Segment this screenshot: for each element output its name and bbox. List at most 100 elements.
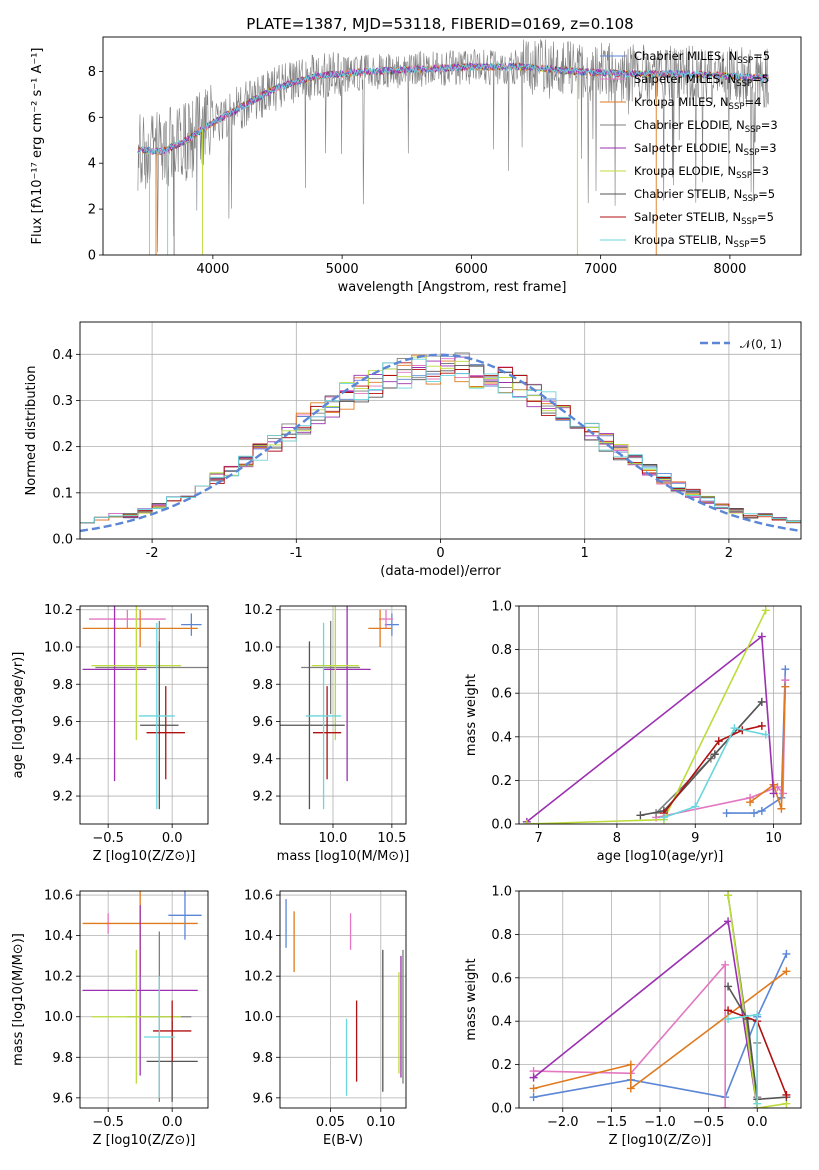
legend-label: Chabrier MILES, NSSP=5 [634,49,770,66]
series-marker [757,697,766,706]
weight_vs_Z-ytick-label: 0.0 [491,1102,512,1117]
residual-histograms [80,352,801,533]
series-marker [710,750,719,759]
series-salpeter-miles [533,962,726,1108]
residuals-ytick-label: 0.2 [52,440,73,455]
legend-label: Salpeter MILES, NSSP=5 [634,72,769,89]
spectrum-xtick-label: 7000 [584,262,617,277]
series-marker [714,737,723,746]
residuals-ylabel: Normed distribution [24,366,39,496]
series-marker [636,811,645,820]
mass_vs_Z-ytick-label: 9.6 [52,1091,73,1106]
spectrum-ytick-label: 0 [88,249,96,264]
series-marker [753,1099,762,1108]
weight_vs_Z-xlabel: Z [log10(Z/Z⊙)] [609,1133,712,1148]
age_vs_mass-xtick-label: 10.0 [319,831,348,846]
legend-label: Chabrier STELIB, NSSP=5 [634,187,775,204]
weight_vs_age-xlabel: age [log10(age/yr)] [597,849,724,864]
weight_vs_age-ytick-label: 0.2 [491,774,512,789]
mass_vs_ebv-ytick-label: 10.0 [244,1010,273,1025]
weight_vs_age-xtick-label: 9 [691,831,699,846]
legend-label: Kroupa STELIB, NSSP=5 [634,233,766,250]
series-marker [724,1006,733,1015]
age_vs_Z-axes: −0.5 0.0 9.2 9.4 9.6 9.8 10.0 10.2 Z [log10(Z/Z⊙… [11,603,209,864]
series-marker [691,802,700,811]
mass_vs_Z-xtick-label: −0.5 [92,1115,124,1130]
weight_vs_Z-xtick-label: 0.0 [747,1115,768,1130]
weight_vs_Z-xtick-label: −2.0 [547,1115,579,1130]
weight_vs_age-axes: 7 8 9 10 0.0 0.2 0.4 0.6 0.8 1.0 age [log10(age/yr… [464,600,802,864]
weight_vs_age-xtick-label: 10 [765,831,782,846]
age_vs_mass-frame [279,605,407,825]
weight_vs_age-ytick-label: 1.0 [491,600,512,615]
series-kroupa-elodie [727,895,787,1108]
mass_vs_Z-ytick-label: 10.6 [44,889,73,904]
spectrum-lines [137,39,769,255]
age_vs_Z-ytick-label: 10.2 [44,603,73,618]
series-kroupa-miles [533,970,787,1091]
legend-label: Salpeter STELIB, NSSP=5 [634,210,774,227]
mass_vs_Z-xlabel: Z [log10(Z/Z⊙)] [93,1133,196,1148]
series-salpeter-stelib [663,725,762,814]
legend-label: Kroupa MILES, NSSP=4 [634,95,761,112]
weight_vs_age-series [522,606,790,824]
spectrum-ylabel: Flux [fλ10⁻¹⁷ erg cm⁻² s⁻¹ A⁻¹] [30,48,45,245]
age_vs_Z-xtick-label: −0.5 [92,831,124,846]
gaussian-curve [80,353,799,533]
mass_vs_Z-ylabel: mass [log10(M/M⊙)] [11,933,26,1066]
mass_vs_ebv-ytick-label: 9.8 [252,1051,273,1066]
series-marker [781,665,790,674]
series-marker [777,804,786,813]
mass_vs_ebv-axes: 0.05 0.10 9.6 9.8 10.0 10.2 10.4 10.6 E(B-V) [244,889,407,1148]
mass_vs_ebv-ytick-label: 10.4 [244,929,273,944]
weight_vs_age-frame [518,605,802,825]
series-chabrier-stelib [727,986,787,1101]
weight_vs_Z-xtick-label: −1.5 [596,1115,628,1130]
legend-label: Salpeter ELODIE, NSSP=3 [634,141,777,158]
spectrum-ytick-label: 6 [88,111,96,126]
spectrum-kroupa-stelib [137,62,769,156]
age_vs_mass-ytick-label: 9.6 [252,715,273,730]
series-marker [757,632,766,641]
weight_vs_Z-xtick-label: −1.0 [644,1115,676,1130]
residuals-xtick-label: 0 [436,546,444,561]
series-marker [724,982,733,991]
age_vs_Z-ytick-label: 10.0 [44,640,73,655]
series-marker [724,917,733,926]
spectrum-xtick-label: 5000 [326,262,359,277]
spectrum-frame [102,36,802,256]
residuals-axes: -2 -1 0 1 2 0.0 0.1 0.2 0.3 0.4 (data-model)/error… [24,321,802,579]
age_vs_mass-ytick-label: 10.0 [244,640,273,655]
series-kroupa-stelib [663,727,766,819]
series-marker [753,1010,762,1019]
age_vs_Z-ytick-label: 9.2 [52,790,73,805]
age_vs_mass-ytick-label: 9.2 [252,790,273,805]
residuals-xtick-label: -1 [290,546,303,561]
series-marker [781,682,790,691]
mass_vs_ebv-xtick-label: 0.10 [366,1115,395,1130]
series-marker [722,809,731,818]
series-marker [746,798,755,807]
series-marker [769,789,778,798]
figure-title: PLATE=1387, MJD=53118, FIBERID=0169, z=0… [246,15,633,33]
series-marker [761,730,770,739]
spectrum-xlabel: wavelength [Angstrom, rest frame] [338,280,567,295]
legend-label: Kroupa ELODIE, NSSP=3 [634,164,769,181]
age_vs_Z-ytick-label: 9.4 [52,752,73,767]
residuals-ytick-label: 0.0 [52,533,73,548]
weight_vs_age-xtick-label: 8 [613,831,621,846]
mass_vs_Z-axes: −0.5 0.0 9.6 9.8 10.0 10.2 10.4 10.6 Z [log10(Z/… [11,889,209,1148]
series-marker [522,820,531,824]
weight_vs_Z-ytick-label: 0.4 [491,1015,512,1030]
age_vs_mass-ytick-label: 9.8 [252,678,273,693]
residuals-xtick-label: -2 [146,546,159,561]
spectrum-ytick-label: 8 [88,65,96,80]
age_vs_mass-ytick-label: 9.4 [252,752,273,767]
series-marker [721,960,730,969]
weight_vs_age-ytick-label: 0.8 [491,643,512,658]
weight_vs_Z-ytick-label: 0.8 [491,928,512,943]
spectrum-ytick-label: 4 [88,157,96,172]
residuals-legend: 𝒩(0, 1) [700,337,782,351]
age_vs_mass-errorbars [280,606,399,810]
residuals-ytick-label: 0.3 [52,394,73,409]
